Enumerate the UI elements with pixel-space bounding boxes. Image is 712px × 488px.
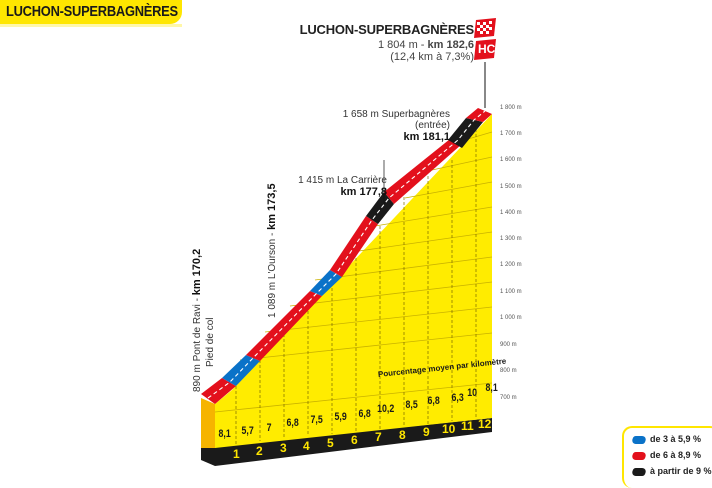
title-underline [0, 24, 182, 27]
y-tick: 700 m [500, 395, 517, 401]
hc-category-icon [474, 39, 496, 60]
gradient-value: 8,1 [485, 382, 498, 394]
black-swatch-icon [630, 467, 648, 476]
y-tick: 1 000 m [500, 315, 522, 321]
gradient-value: 5,9 [334, 411, 347, 423]
km-tick: 4 [303, 439, 310, 453]
gradient-value: 6,3 [451, 392, 464, 404]
km-tick: 1 [233, 447, 240, 461]
finish-flag-icon [474, 18, 496, 38]
stage-title-tab: LUCHON-SUPERBAGNÈRES [0, 0, 182, 24]
waypoint-pont-de-ravi: 890 m Pont de Ravi - km 170,2 [191, 248, 203, 392]
gradient-value: 6,8 [286, 417, 299, 429]
km-tick: 7 [375, 430, 382, 444]
y-tick: 1 200 m [500, 262, 522, 268]
blue-swatch-icon [630, 435, 648, 444]
profile-front-face [201, 398, 215, 448]
gradient-value: 5,7 [241, 425, 254, 437]
km-tick: 2 [256, 444, 263, 458]
waypoint-superbagneres: 1 658 m Superbagnères (entrée) km 181,1 [342, 109, 450, 143]
km-tick: 12 [478, 417, 492, 431]
y-tick: 1 700 m [500, 131, 522, 137]
y-tick: 1 800 m [500, 105, 522, 111]
grid-lines [214, 131, 493, 413]
profile-base [201, 418, 492, 466]
km-tick: 6 [351, 433, 358, 447]
gradient-value: 7 [266, 422, 272, 434]
waypoint-pont-de-ravi-note: Pied de col [205, 317, 216, 367]
summit-name: LUCHON-SUPERBAGNÈRES [299, 22, 475, 37]
km-tick: 3 [280, 441, 287, 455]
summit-altitude-km: 1 804 m - km 182,6 [377, 39, 474, 51]
km-tick: 10 [442, 422, 456, 436]
waypoint-lourson: 1 089 m L'Ourson - km 173,5 [266, 183, 278, 318]
legend-item-blue: de 3 à 5,9 % [630, 434, 701, 444]
km-tick: 5 [327, 436, 334, 450]
gradient-value: 8,5 [405, 399, 418, 411]
waypoint-la-carriere: 1 415 m La Carrière km 177,8 [298, 175, 387, 198]
gradient-value: 7,5 [310, 414, 323, 426]
hc-category-badge: HC [478, 42, 496, 56]
y-tick: 1 500 m [500, 184, 522, 190]
y-tick: 900 m [500, 342, 517, 348]
gradient-value: 8,1 [218, 428, 231, 440]
y-tick: 800 m [500, 368, 517, 374]
stage-title: LUCHON-SUPERBAGNÈRES [6, 3, 178, 20]
y-tick: 1 400 m [500, 210, 522, 216]
summit-climb-stats: (12,4 km à 7,3%) [390, 51, 474, 63]
legend-item-red: de 6 à 8,9 % [630, 450, 701, 460]
km-lines [235, 124, 477, 444]
km-tick: 8 [399, 428, 406, 442]
km-tick: 9 [423, 425, 430, 439]
gradient-value: 6,8 [427, 395, 440, 407]
y-tick: 1 600 m [500, 157, 522, 163]
y-tick: 1 100 m [500, 289, 522, 295]
legend-item-black: à partir de 9 % [630, 466, 712, 476]
km-tick: 11 [461, 419, 474, 433]
red-swatch-icon [630, 451, 648, 460]
gradient-value: 6,8 [358, 408, 371, 420]
y-tick: 1 300 m [500, 236, 522, 242]
gradient-value: 10,2 [377, 403, 395, 415]
profile-ribbon [201, 108, 492, 404]
gradient-legend: de 3 à 5,9 % de 6 à 8,9 % à partir de 9 … [622, 426, 712, 488]
gradient-value: 10 [467, 387, 478, 399]
